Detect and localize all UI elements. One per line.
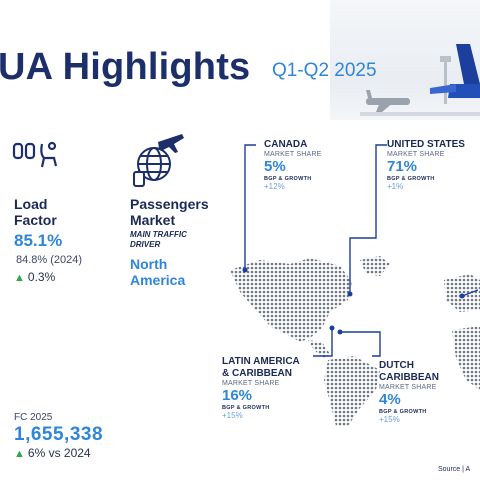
driver-line1: North	[130, 256, 168, 272]
up-arrow-icon: ▲	[14, 272, 25, 284]
map-europe	[444, 274, 480, 312]
region-dutch-caribbean: DUTCH CARIBBEAN MARKET SHARE 4% BGP & GR…	[379, 360, 439, 424]
region-sub: MARKET SHARE	[222, 380, 280, 387]
forecast-change: ▲ 6% vs 2024	[14, 446, 91, 460]
region-growth: +15%	[222, 411, 243, 420]
region-growth: +1%	[387, 182, 404, 191]
region-united-states: UNITED STATES MARKET SHARE 71% BGP & GRO…	[387, 139, 465, 191]
map-greenland	[360, 256, 390, 276]
load-factor-previous: 84.8% (2024)	[16, 254, 83, 266]
seat-icon	[12, 141, 58, 168]
load-factor-label: Load Factor	[14, 196, 57, 228]
region-sub: MARKET SHARE	[379, 384, 437, 391]
region-name-line1: DUTCH	[379, 360, 414, 371]
region-name-line2: CARIBBEAN	[379, 372, 439, 383]
source-note: Source | A	[438, 466, 471, 473]
region-canada: CANADA MARKET SHARE 5% BGP & GROWTH +12%	[264, 139, 322, 191]
load-factor-label-line2: Factor	[14, 212, 57, 228]
map-central-america	[308, 340, 330, 358]
airplane-icon	[360, 44, 480, 116]
region-growth: +15%	[379, 415, 400, 424]
region-sub: MARKET SHARE	[387, 151, 445, 158]
up-arrow-icon: ▲	[14, 448, 25, 460]
passengers-market-label: Passengers Market	[130, 196, 209, 228]
forecast-change-value: 6% vs 2024	[27, 446, 91, 460]
region-growth: +12%	[264, 182, 285, 191]
load-factor-change-value: 0.3%	[27, 270, 56, 284]
main-traffic-driver-label: MAIN TRAFFIC DRIVER	[130, 230, 187, 250]
passengers-market-label-line1: Passengers	[130, 196, 209, 212]
region-name: UNITED STATES	[387, 139, 465, 150]
driver-line2: America	[130, 272, 186, 288]
map-north-america	[230, 258, 352, 342]
driver-label-line2: DRIVER	[130, 240, 161, 249]
region-share: 16%	[222, 387, 253, 404]
region-share: 71%	[387, 158, 418, 175]
region-growth-label: BGP & GROWTH	[387, 176, 435, 182]
page-subtitle: Q1-Q2 2025	[272, 60, 377, 81]
forecast-label: FC 2025	[14, 412, 53, 423]
region-share: 4%	[379, 391, 401, 408]
load-factor-value: 85.1%	[14, 231, 63, 250]
load-factor-change: ▲ 0.3%	[14, 270, 55, 284]
passengers-market-label-line2: Market	[130, 212, 176, 228]
region-growth-label: BGP & GROWTH	[264, 176, 312, 182]
region-name-line2: & CARIBBEAN	[222, 368, 292, 379]
map-south-america	[324, 356, 380, 426]
region-growth-label: BGP & GROWTH	[379, 409, 427, 415]
forecast-value: 1,655,338	[14, 424, 104, 445]
globe-plane-icon	[133, 134, 184, 187]
region-latin-america: LATIN AMERICA & CARIBBEAN MARKET SHARE 1…	[222, 356, 300, 420]
region-share: 5%	[264, 158, 286, 175]
region-name-line1: LATIN AMERICA	[222, 356, 300, 367]
main-traffic-driver-value: North America	[130, 256, 185, 288]
page-title: UA Highlights	[0, 46, 251, 88]
load-factor-label-line1: Load	[14, 196, 48, 212]
region-growth-label: BGP & GROWTH	[222, 405, 270, 411]
region-name: CANADA	[264, 139, 308, 150]
driver-label-line1: MAIN TRAFFIC	[130, 230, 187, 239]
region-sub: MARKET SHARE	[264, 151, 322, 158]
map-africa	[452, 326, 480, 390]
